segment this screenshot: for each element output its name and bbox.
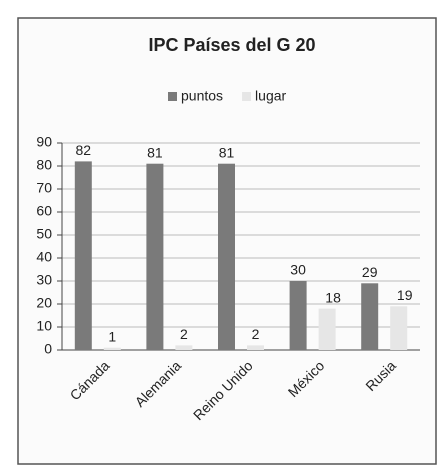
data-label: 81 bbox=[147, 144, 163, 160]
y-tick-label: 10 bbox=[36, 318, 52, 334]
y-tick-label: 30 bbox=[36, 272, 52, 288]
data-label: 30 bbox=[290, 262, 306, 278]
bar bbox=[247, 345, 264, 350]
y-tick-label: 20 bbox=[36, 295, 52, 311]
data-label: 29 bbox=[362, 264, 378, 280]
y-tick-label: 0 bbox=[44, 341, 52, 357]
legend-label: lugar bbox=[255, 88, 286, 104]
bar bbox=[289, 281, 307, 350]
y-tick-label: 90 bbox=[36, 134, 52, 150]
legend-label: puntos bbox=[181, 88, 223, 104]
bar bbox=[74, 161, 92, 350]
data-label: 18 bbox=[325, 289, 341, 305]
legend-swatch bbox=[168, 92, 177, 101]
data-label: 81 bbox=[219, 144, 235, 160]
chart-title: IPC Países del G 20 bbox=[148, 35, 315, 55]
data-label: 2 bbox=[180, 326, 188, 342]
data-label: 82 bbox=[76, 142, 92, 158]
legend-swatch bbox=[242, 92, 252, 101]
bar bbox=[218, 163, 235, 350]
y-tick-label: 70 bbox=[36, 180, 52, 196]
data-label: 19 bbox=[397, 287, 413, 303]
y-tick-label: 60 bbox=[36, 203, 52, 219]
bar bbox=[390, 306, 408, 350]
data-label: 1 bbox=[108, 328, 116, 344]
bar bbox=[146, 163, 164, 350]
y-tick-label: 50 bbox=[36, 226, 52, 242]
bar bbox=[175, 345, 193, 350]
bar bbox=[103, 347, 121, 350]
bar bbox=[318, 308, 336, 350]
data-label: 2 bbox=[252, 326, 260, 342]
y-tick-label: 40 bbox=[36, 249, 52, 265]
bar bbox=[361, 283, 379, 350]
y-tick-label: 80 bbox=[36, 157, 52, 173]
